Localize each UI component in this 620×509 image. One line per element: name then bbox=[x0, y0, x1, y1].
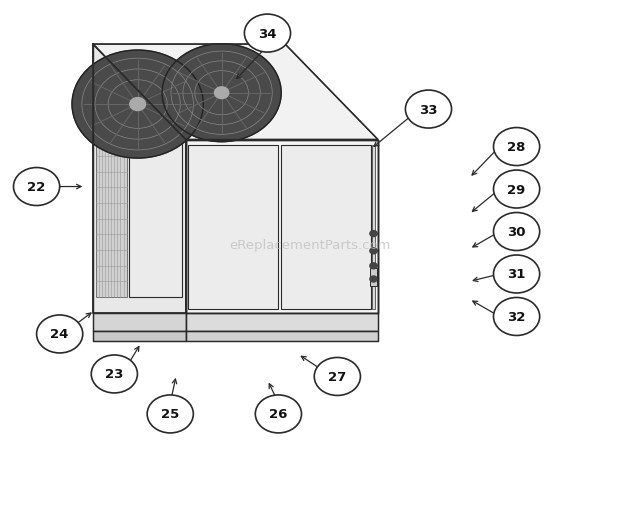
Text: eReplacementParts.com: eReplacementParts.com bbox=[229, 238, 391, 251]
Polygon shape bbox=[95, 141, 126, 298]
Polygon shape bbox=[93, 314, 186, 331]
Circle shape bbox=[314, 358, 360, 395]
Circle shape bbox=[494, 171, 539, 209]
Text: 24: 24 bbox=[50, 328, 69, 341]
Circle shape bbox=[215, 88, 229, 99]
Polygon shape bbox=[281, 146, 371, 309]
Circle shape bbox=[244, 15, 291, 53]
Polygon shape bbox=[93, 331, 186, 342]
Circle shape bbox=[255, 395, 301, 433]
Circle shape bbox=[494, 256, 539, 293]
Circle shape bbox=[147, 395, 193, 433]
Circle shape bbox=[494, 213, 539, 251]
Circle shape bbox=[162, 45, 281, 143]
Text: 30: 30 bbox=[507, 225, 526, 239]
Circle shape bbox=[370, 231, 377, 237]
Polygon shape bbox=[93, 45, 378, 140]
Text: 23: 23 bbox=[105, 367, 123, 381]
Text: 31: 31 bbox=[507, 268, 526, 281]
Polygon shape bbox=[129, 141, 182, 298]
Circle shape bbox=[494, 298, 539, 336]
Text: 26: 26 bbox=[269, 408, 288, 420]
Circle shape bbox=[494, 128, 539, 166]
Circle shape bbox=[370, 276, 377, 282]
Circle shape bbox=[14, 168, 60, 206]
Circle shape bbox=[370, 248, 377, 254]
Text: 27: 27 bbox=[328, 370, 347, 383]
Polygon shape bbox=[186, 314, 378, 331]
Text: 28: 28 bbox=[507, 141, 526, 154]
Text: 32: 32 bbox=[507, 310, 526, 323]
Circle shape bbox=[72, 51, 203, 159]
Circle shape bbox=[130, 98, 146, 111]
Circle shape bbox=[405, 91, 451, 129]
Polygon shape bbox=[372, 146, 375, 309]
Polygon shape bbox=[186, 140, 378, 314]
Text: 25: 25 bbox=[161, 408, 179, 420]
Text: 22: 22 bbox=[27, 181, 46, 193]
Circle shape bbox=[37, 316, 82, 353]
Polygon shape bbox=[186, 331, 378, 342]
Polygon shape bbox=[93, 45, 186, 314]
Polygon shape bbox=[370, 268, 377, 286]
Polygon shape bbox=[188, 146, 278, 309]
Text: 34: 34 bbox=[258, 27, 277, 41]
Circle shape bbox=[91, 355, 138, 393]
Text: 33: 33 bbox=[419, 103, 438, 117]
Circle shape bbox=[370, 263, 377, 269]
Text: 29: 29 bbox=[507, 183, 526, 196]
